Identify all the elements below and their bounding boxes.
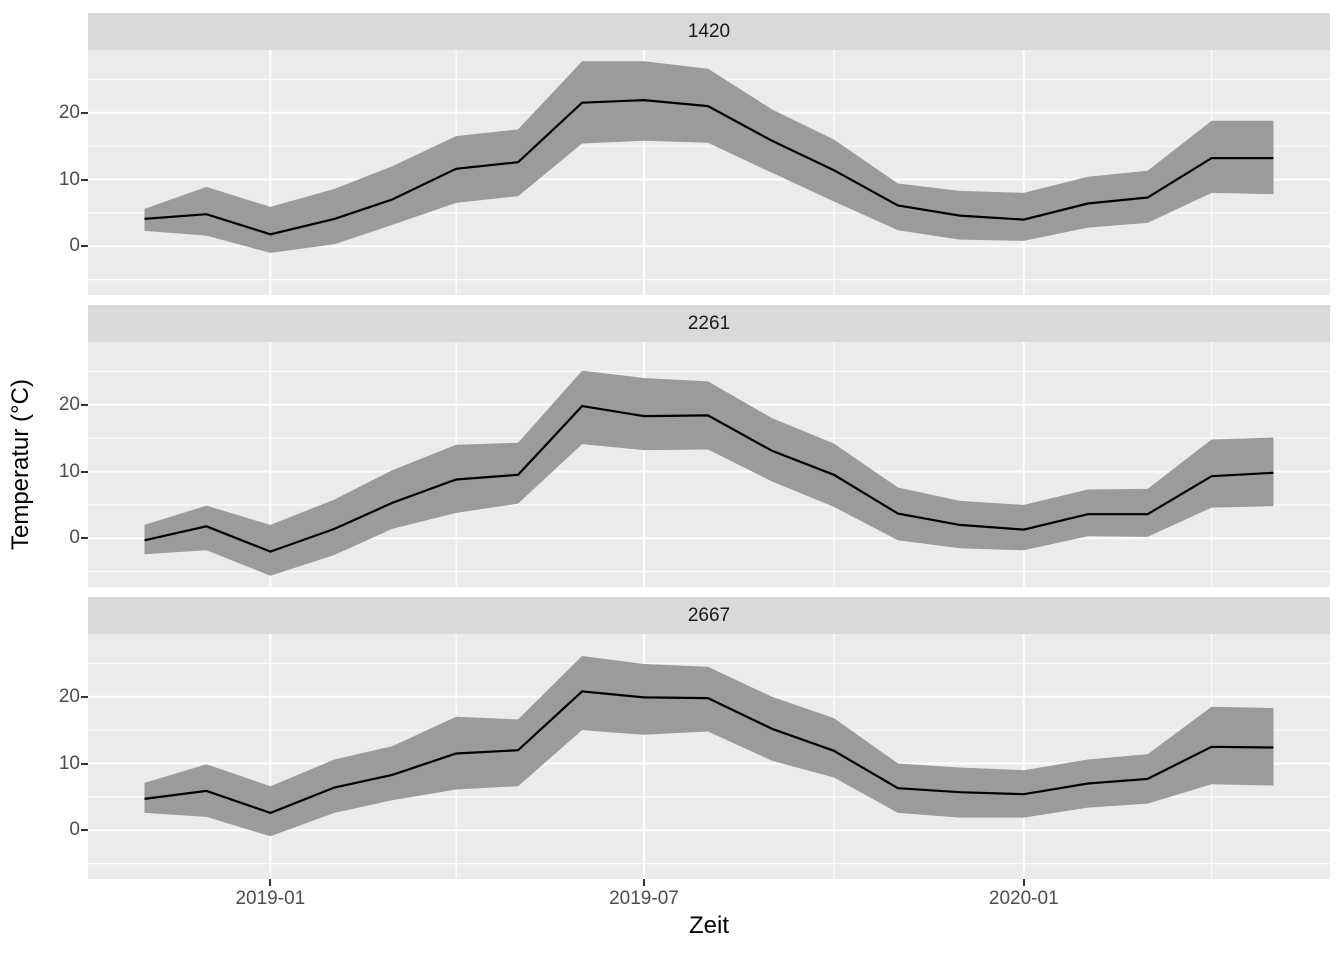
facet-panel-2667 [88,634,1330,879]
y-tick-label: 0 [69,819,80,841]
x-tick-mark [1022,879,1025,886]
facet-strip-1420: 1420 [88,13,1330,50]
y-tick-mark [81,111,88,114]
facet-strip-label: 2667 [687,605,731,626]
x-tick-mark [642,879,645,886]
facet-panel-1420 [88,50,1330,295]
y-tick-mark [81,245,88,248]
panel-plot-area [88,50,1330,295]
y-tick-mark [81,695,88,698]
x-tick-label: 2019-01 [235,888,306,909]
y-tick-label: 10 [58,752,80,774]
facet-strip-2261: 2261 [88,305,1330,342]
x-tick-label: 2020-01 [988,888,1059,909]
panel-plot-area [88,342,1330,587]
y-tick-label: 20 [58,685,80,707]
mean-line [144,404,1274,553]
ribbon-band [144,370,1274,576]
facet-panel-2261 [88,342,1330,587]
y-tick-label: 20 [58,101,80,123]
facet-strip-label: 1420 [687,21,731,42]
x-axis-title: Zeit [688,912,729,939]
y-tick-mark [81,829,88,832]
y-axis-title: Temperatur (°C) [7,379,34,551]
x-tick-mark [269,879,272,886]
y-tick-mark [81,178,88,181]
y-tick-mark [81,537,88,540]
ribbon-band [144,61,1274,253]
x-tick-label: 2019-07 [609,888,679,909]
y-tick-label: 0 [69,527,80,549]
ribbon-band [144,656,1274,837]
y-tick-label: 20 [58,393,80,415]
y-tick-mark [81,762,88,765]
y-tick-label: 10 [58,168,80,190]
panel-plot-area [88,634,1330,879]
y-tick-mark [81,470,88,473]
y-tick-label: 10 [58,460,80,482]
y-tick-mark [81,403,88,406]
mean-line [144,690,1274,815]
mean-line [144,98,1274,236]
facet-strip-label: 2261 [687,313,731,334]
y-tick-label: 0 [69,235,80,257]
facet-strip-2667: 2667 [88,597,1330,634]
